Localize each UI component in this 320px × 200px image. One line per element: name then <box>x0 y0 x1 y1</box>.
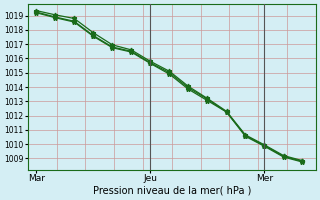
X-axis label: Pression niveau de la mer( hPa ): Pression niveau de la mer( hPa ) <box>92 186 251 196</box>
